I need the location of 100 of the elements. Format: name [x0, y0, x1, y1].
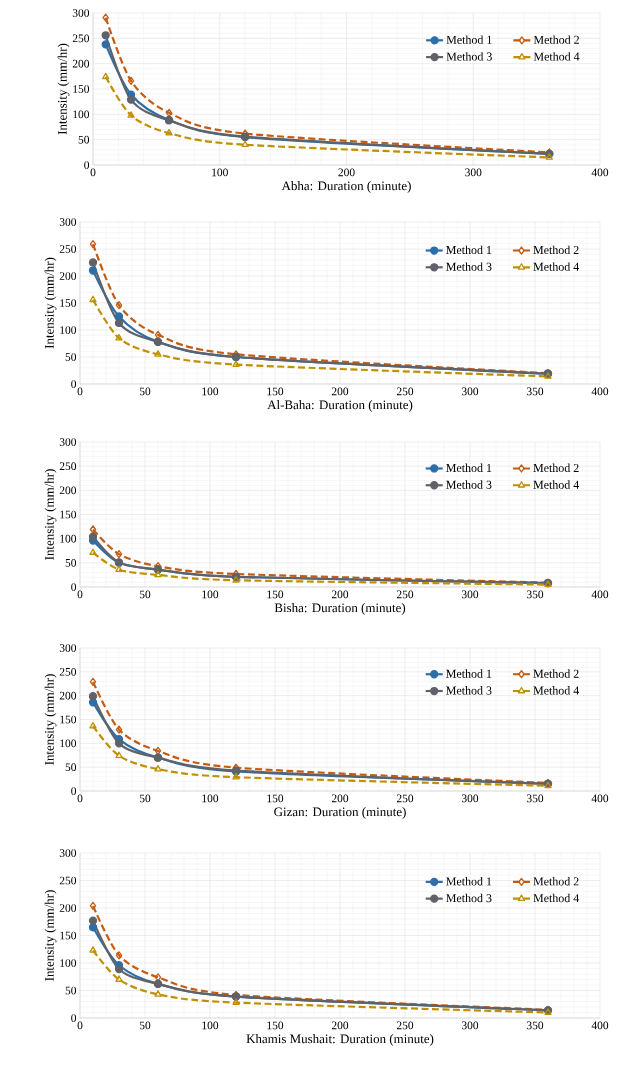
y-tick-label: 200 — [59, 691, 77, 700]
legend-label: Method 3 — [446, 893, 492, 903]
x-tick-label: 400 — [591, 387, 609, 396]
y-tick-label: 250 — [59, 876, 77, 885]
x-tick-label: 400 — [591, 794, 609, 803]
x-tick-label: 250 — [396, 387, 414, 396]
legend-label: Method 1 — [446, 876, 492, 886]
x-axis-title: Gizan: Duration (minute) — [274, 807, 406, 819]
y-tick-label: 100 — [60, 959, 77, 967]
x-tick-label: 400 — [591, 168, 609, 177]
x-tick-label: 50 — [139, 1021, 151, 1030]
x-tick-label: 100 — [202, 387, 219, 396]
x-axis-title: Al-Baha: Duration (minute) — [267, 400, 413, 412]
x-tick-label: 200 — [331, 1021, 349, 1030]
y-tick-label: 200 — [72, 59, 90, 68]
y-tick-label: 50 — [65, 558, 77, 567]
x-tick-label: 50 — [139, 794, 151, 803]
y-tick-label: 300 — [59, 849, 77, 857]
legend-label: Method 1 — [446, 463, 492, 472]
y-tick-label: 200 — [59, 486, 77, 495]
y-tick-label: 50 — [65, 763, 77, 772]
y-tick-label: 250 — [59, 667, 77, 676]
x-tick-label: 300 — [461, 387, 479, 396]
y-tick-label: 0 — [84, 161, 90, 169]
y-tick-label: 250 — [59, 462, 77, 471]
x-tick-label: 350 — [526, 590, 544, 599]
y-tick-label: 100 — [73, 110, 90, 119]
legend-label: Method 4 — [533, 52, 580, 61]
x-tick-label: 100 — [202, 794, 219, 803]
x-tick-label: 100 — [202, 590, 219, 599]
y-tick-label: 150 — [60, 715, 77, 724]
y-tick-label: 50 — [65, 986, 77, 995]
x-tick-label: 100 — [212, 168, 228, 177]
y-tick-label: 50 — [65, 353, 77, 361]
legend-label: Method 4 — [533, 262, 580, 271]
x-tick-label: 300 — [465, 168, 482, 177]
legend-label: Method 3 — [446, 480, 492, 489]
x-tick-label: 150 — [267, 387, 284, 396]
legend-label: Method 2 — [533, 463, 579, 472]
y-tick-label: 300 — [59, 218, 77, 226]
legend-label: Method 4 — [533, 686, 580, 695]
y-tick-label: 150 — [60, 931, 77, 940]
x-tick-label: 300 — [461, 1021, 479, 1030]
x-tick-label: 300 — [461, 590, 479, 599]
legend-label: Method 2 — [533, 35, 579, 44]
y-tick-label: 250 — [59, 245, 77, 253]
y-axis-title: Intensity (mm/hr) — [44, 890, 57, 981]
x-tick-label: 200 — [331, 590, 349, 599]
x-tick-label: 250 — [396, 1021, 414, 1030]
y-tick-label: 150 — [73, 85, 90, 93]
y-tick-label: 0 — [71, 583, 77, 591]
y-tick-label: 300 — [72, 9, 90, 17]
x-tick-label: 350 — [526, 387, 544, 396]
y-axis-title: Intensity (mm/hr) — [44, 674, 57, 765]
y-tick-label: 200 — [59, 904, 77, 912]
legend-label: Method 1 — [446, 35, 492, 44]
x-tick-label: 0 — [90, 168, 96, 177]
x-axis-title: Abha: Duration (minute) — [281, 181, 411, 193]
y-tick-label: 100 — [60, 534, 77, 543]
x-tick-label: 350 — [526, 1021, 544, 1030]
y-tick-label: 0 — [71, 380, 77, 388]
x-axis-title: Khamis Mushait: Duration (minute) — [246, 1034, 434, 1046]
legend-label: Method 2 — [533, 669, 579, 678]
x-tick-label: 350 — [526, 794, 544, 803]
y-tick-label: 150 — [60, 299, 77, 307]
legend-label: Method 4 — [533, 893, 580, 903]
x-tick-label: 400 — [591, 1021, 609, 1030]
y-axis-title: Intensity (mm/hr) — [44, 469, 57, 560]
x-tick-label: 150 — [267, 794, 284, 803]
legend-label: Method 1 — [446, 245, 492, 255]
legend-label: Method 3 — [446, 262, 492, 271]
y-tick-label: 300 — [59, 644, 77, 652]
x-tick-label: 300 — [461, 794, 479, 803]
y-axis-title: Intensity (mm/hr) — [44, 257, 57, 349]
y-tick-label: 300 — [59, 438, 77, 446]
x-tick-label: 200 — [331, 794, 349, 803]
y-tick-label: 0 — [71, 1014, 77, 1022]
y-tick-label: 50 — [78, 135, 90, 144]
y-tick-label: 150 — [60, 510, 77, 519]
legend-label: Method 4 — [533, 480, 580, 489]
x-tick-label: 250 — [396, 794, 414, 803]
x-axis-title: Bisha: Duration (minute) — [274, 603, 406, 615]
x-tick-label: 50 — [139, 590, 151, 599]
legend-label: Method 2 — [533, 876, 579, 886]
legend-label: Method 3 — [446, 686, 492, 695]
x-tick-label: 150 — [267, 590, 284, 599]
legend-label: Method 2 — [533, 245, 579, 255]
x-tick-label: 250 — [396, 590, 414, 599]
x-tick-label: 400 — [591, 590, 609, 599]
legend-label: Method 3 — [446, 52, 492, 61]
x-tick-label: 50 — [139, 387, 151, 396]
y-tick-label: 0 — [71, 787, 77, 795]
x-tick-label: 100 — [202, 1021, 219, 1030]
x-tick-label: 150 — [267, 1021, 284, 1030]
y-tick-label: 100 — [60, 326, 77, 334]
x-tick-label: 200 — [331, 387, 349, 396]
y-axis-title: Intensity (mm/hr) — [57, 43, 70, 135]
y-tick-label: 100 — [60, 739, 77, 748]
y-tick-label: 250 — [72, 34, 90, 43]
y-tick-label: 200 — [59, 272, 77, 280]
